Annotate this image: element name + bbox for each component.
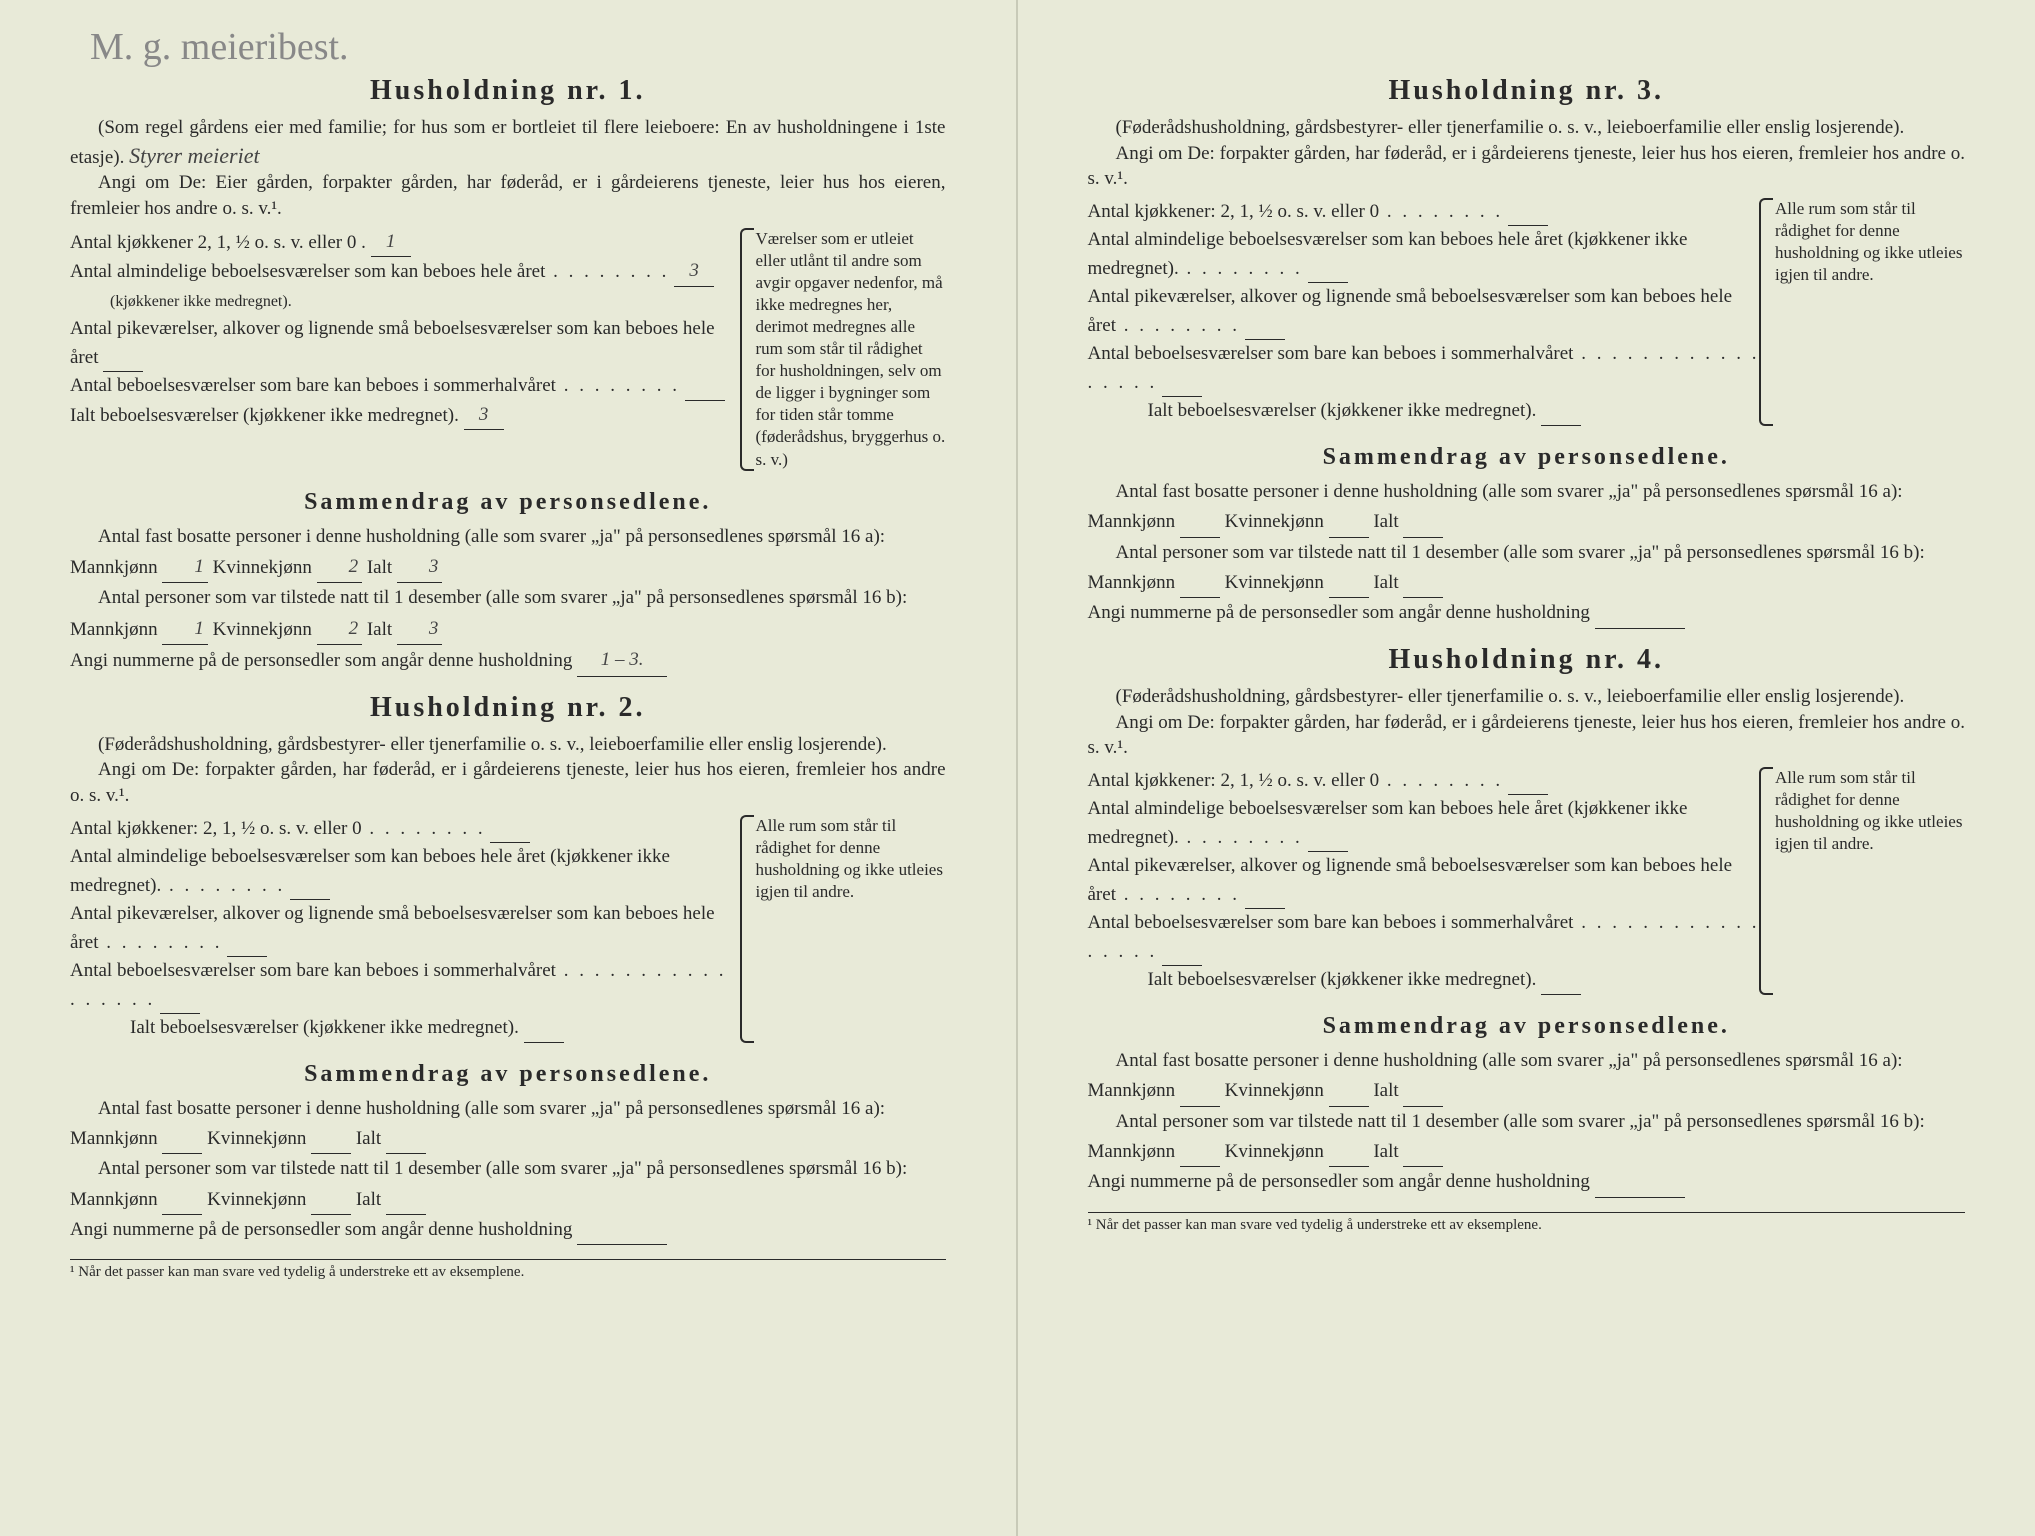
h3-summary-title: Sammendrag av personsedlene. [1088,444,1966,471]
brace-icon [740,228,754,471]
h4-total-rooms-value [1541,994,1581,995]
h1-ordinary-rooms-value: 3 [674,257,714,287]
h2-rooms-block: Antal kjøkkener: 2, 1, ½ o. s. v. eller … [70,815,946,1043]
h1-kvinne-a: 2 [317,552,363,583]
h1-kitchens-value: 1 [371,228,411,258]
h2-resident-count: Antal fast bosatte personer i denne hush… [70,1094,946,1155]
h2-present-count: Antal personer som var tilstede natt til… [70,1154,946,1215]
h2-card-numbers: Angi nummerne på de personsedler som ang… [70,1215,946,1245]
h1-present-count: Antal personer som var tilstede natt til… [70,583,946,645]
h2-total-rooms-value [524,1042,564,1043]
h3-rooms-block: Antal kjøkkener: 2, 1, ½ o. s. v. eller … [1088,198,1966,426]
handwriting-annotation: M. g. meieribest. [90,25,349,69]
h3-card-numbers: Angi nummerne på de personsedler som ang… [1088,598,1966,628]
right-page: Husholdning nr. 3. (Føderådshusholdning,… [1018,0,2035,1536]
h1-ialt-a: 3 [397,552,443,583]
h1-intro: (Som regel gårdens eier med familie; for… [70,115,946,222]
h3-intro: (Føderådshusholdning, gårdsbestyrer- ell… [1088,115,1966,192]
h4-intro: (Føderådshusholdning, gårdsbestyrer- ell… [1088,684,1966,761]
h1-nummer-val: 1 – 3. [577,645,667,676]
h1-resident-count: Antal fast bosatte personer i denne hush… [70,522,946,584]
h1-summary-title: Sammendrag av personsedlene. [70,489,946,516]
h1-rooms-block: Antal kjøkkener 2, 1, ½ o. s. v. eller 0… [70,228,946,471]
h4-side-note: Alle rum som står til rådighet for denne… [1775,767,1965,995]
h1-card-numbers: Angi nummerne på de personsedler som ang… [70,645,946,676]
h3-title: Husholdning nr. 3. [1088,75,1966,107]
brace-icon [1759,198,1773,426]
left-page: M. g. meieribest. Husholdning nr. 1. (So… [0,0,1018,1536]
h4-card-numbers: Angi nummerne på de personsedler som ang… [1088,1167,1966,1197]
h1-handwritten-role: Styrer meieriet [129,143,260,168]
h4-resident-count: Antal fast bosatte personer i denne hush… [1088,1046,1966,1107]
h2-side-note: Alle rum som står til rådighet for denne… [756,815,946,1043]
h2-nummer-val [577,1244,667,1245]
h4-nummer-val [1595,1197,1685,1198]
footnote-right: ¹ Når det passer kan man svare ved tydel… [1088,1212,1966,1234]
h1-mann-a: 1 [162,552,208,583]
h1-ialt-b: 3 [397,614,443,645]
h4-title: Husholdning nr. 4. [1088,644,1966,676]
footnote-left: ¹ Når det passer kan man svare ved tydel… [70,1259,946,1281]
h3-side-note: Alle rum som står til rådighet for denne… [1775,198,1965,426]
brace-icon [1759,767,1773,995]
brace-icon [740,815,754,1043]
h1-total-rooms-value: 3 [464,401,504,431]
h2-summary-title: Sammendrag av personsedlene. [70,1061,946,1088]
h1-mann-b: 1 [162,614,208,645]
h2-intro: (Føderådshusholdning, gårdsbestyrer- ell… [70,732,946,809]
h2-title: Husholdning nr. 2. [70,692,946,724]
h4-summary-title: Sammendrag av personsedlene. [1088,1013,1966,1040]
h3-present-count: Antal personer som var tilstede natt til… [1088,538,1966,599]
h1-title: Husholdning nr. 1. [70,75,946,107]
h3-nummer-val [1595,628,1685,629]
h1-side-note: Værelser som er utleiet eller utlånt til… [756,228,946,471]
h3-total-rooms-value [1541,425,1581,426]
h4-rooms-block: Antal kjøkkener: 2, 1, ½ o. s. v. eller … [1088,767,1966,995]
h3-resident-count: Antal fast bosatte personer i denne hush… [1088,477,1966,538]
h4-present-count: Antal personer som var tilstede natt til… [1088,1107,1966,1168]
h1-kvinne-b: 2 [317,614,363,645]
